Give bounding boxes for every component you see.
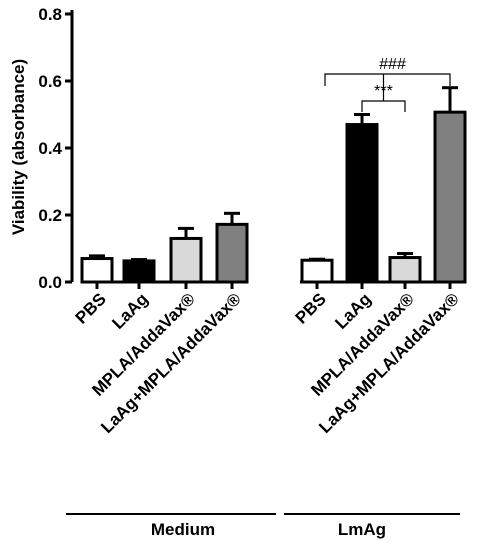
bar — [388, 256, 422, 284]
significance-bracket — [361, 100, 406, 112]
significance-brackets: ***### — [324, 56, 451, 112]
y-axis-title: Viability (absorbance) — [9, 59, 28, 235]
group-label: Medium — [151, 520, 215, 539]
bar — [215, 222, 249, 284]
y-tick-label: 0.0 — [38, 273, 62, 292]
category-label: PBS — [72, 289, 110, 327]
bar — [345, 123, 379, 284]
y-tick-label: 0.2 — [38, 206, 62, 225]
bars — [80, 86, 467, 284]
bar — [122, 259, 156, 284]
significance-label: ### — [379, 56, 406, 73]
axes: 0.0 0.2 0.4 0.6 0.8 — [38, 5, 462, 292]
bar — [169, 236, 203, 284]
y-tick-label: 0.6 — [38, 72, 62, 91]
group-label: LmAg — [338, 520, 386, 539]
category-label: LaAg — [108, 289, 151, 332]
bar — [300, 258, 334, 284]
significance-bracket — [324, 73, 451, 86]
bar — [80, 257, 114, 284]
y-tick-label: 0.8 — [38, 5, 62, 24]
group-labels: Medium LmAg — [66, 513, 460, 539]
bar — [433, 110, 467, 284]
category-label: PBS — [292, 289, 330, 327]
y-tick-label: 0.4 — [38, 139, 62, 158]
